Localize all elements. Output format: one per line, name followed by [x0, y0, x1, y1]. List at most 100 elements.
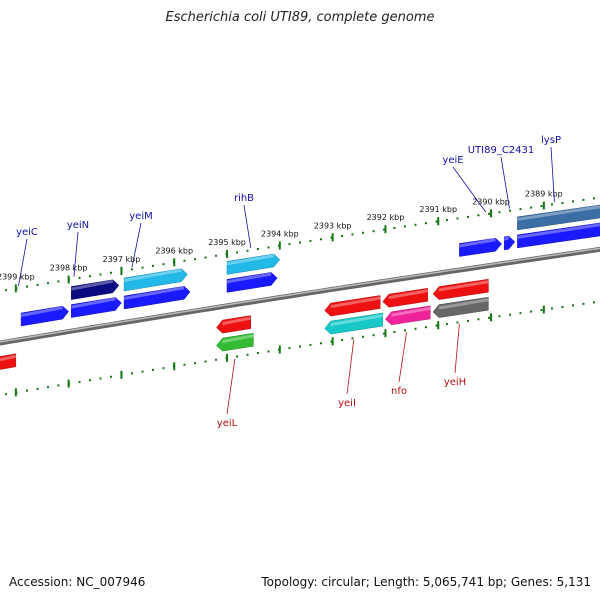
tick-dot-top	[131, 268, 133, 271]
gene-labels: yeiC yeiN yeiM rihB yeiE UTI89_C2431 lysP yeiL y…	[16, 135, 561, 429]
gene-body	[123, 268, 188, 292]
tick-dot-top	[215, 254, 217, 257]
label-leader-line	[73, 231, 79, 277]
gene-label[interactable]: yeiI	[338, 398, 356, 409]
gene-highlight	[459, 238, 496, 248]
gene-highlight	[517, 205, 600, 221]
gene-body	[226, 272, 278, 293]
gene-label[interactable]: UTI89_C2431	[468, 145, 535, 156]
gene-label[interactable]: yeiE	[442, 155, 463, 166]
gene-arrow-g7[interactable]	[226, 253, 281, 275]
label-leader-line	[131, 222, 142, 268]
tick-dot-top	[582, 198, 585, 201]
label-leader-line	[452, 166, 487, 213]
tick-dot-bottom	[99, 377, 102, 380]
tick-dot-bottom	[540, 309, 543, 311]
tick-dot-bottom	[215, 358, 217, 361]
tick-dot-top	[299, 241, 301, 244]
gene-arrow-g18[interactable]	[385, 305, 431, 326]
gene-label[interactable]: rihB	[234, 193, 254, 204]
gene-arrow-g13[interactable]	[216, 315, 252, 334]
backbone-line	[0, 246, 600, 346]
tick-dot-bottom	[26, 389, 28, 392]
gene-arrow-g14[interactable]	[216, 332, 254, 352]
gene-arrow-g3[interactable]	[71, 279, 120, 300]
tick-dot-bottom	[141, 370, 144, 373]
label-leader-line	[18, 238, 28, 286]
tick-dot-top	[488, 212, 490, 215]
gene-arrow-g17[interactable]	[382, 288, 428, 308]
tick-dot-top	[236, 251, 238, 254]
gene-label[interactable]: yeiL	[217, 418, 238, 429]
gene-arrow-g5[interactable]	[123, 268, 188, 292]
gene-arrow-g8[interactable]	[459, 237, 502, 257]
gene-arrow-g6[interactable]	[226, 272, 278, 293]
tick-dot-bottom	[530, 310, 532, 313]
gene-arrow-g15[interactable]	[324, 295, 381, 317]
tick-label: 2399 kbp	[0, 272, 35, 281]
gene-arrow-g16[interactable]	[324, 312, 384, 335]
gene-track	[0, 203, 600, 371]
gene-arrow-g2[interactable]	[71, 297, 122, 318]
tick-dot-top	[540, 205, 543, 207]
label-leader-line	[346, 340, 355, 395]
gene-highlight	[71, 297, 116, 309]
gene-label[interactable]: yeiM	[129, 211, 152, 222]
tick-dot-top	[141, 266, 144, 269]
tick-dot-bottom	[257, 352, 259, 355]
tick-dot-top	[372, 230, 375, 233]
tick-dot-top	[194, 258, 196, 261]
gene-highlight	[330, 296, 381, 309]
tick-dot-top	[351, 233, 354, 236]
tick-dot-top	[414, 223, 417, 226]
tick-dot-top	[467, 215, 469, 218]
tick-dot-top	[246, 249, 249, 252]
tick-dot-top	[320, 238, 322, 241]
gene-arrow-g1[interactable]	[20, 305, 69, 327]
gene-highlight	[21, 306, 63, 317]
tick-dot-bottom	[131, 372, 133, 375]
tick-label: 2396 kbp	[155, 246, 193, 255]
tick-label: 2393 kbp	[314, 221, 352, 230]
tick-dot-bottom	[362, 335, 364, 338]
gene-highlight	[504, 236, 509, 241]
tick-dot-bottom	[299, 345, 301, 348]
tick-dot-bottom	[498, 315, 501, 318]
tick-dot-top	[26, 285, 28, 288]
gene-highlight	[0, 354, 16, 362]
gene-arrow-g4[interactable]	[123, 286, 191, 310]
tick-dot-bottom	[425, 326, 427, 329]
tick-dot-bottom	[414, 327, 417, 330]
gene-arrow-g12[interactable]	[0, 353, 17, 371]
tick-dot-top	[446, 219, 448, 222]
gene-highlight	[227, 254, 274, 266]
tick-dot-top	[593, 197, 595, 200]
gene-arrow-g20[interactable]	[432, 296, 489, 318]
gene-arrow-g11[interactable]	[517, 203, 600, 231]
gene-label[interactable]: yeiN	[67, 220, 89, 231]
tick-label: 2397 kbp	[103, 255, 141, 264]
tick-dot-top	[288, 243, 291, 246]
gene-arrow-g10[interactable]	[517, 221, 600, 249]
tick-dot-top	[99, 273, 102, 276]
gene-arrow-g19[interactable]	[432, 278, 489, 300]
tick-dot-top	[36, 283, 39, 286]
gene-label[interactable]: nfo	[391, 386, 407, 397]
tick-label: 2391 kbp	[419, 205, 457, 214]
tick-dot-bottom	[152, 368, 154, 371]
label-leader-line	[500, 156, 510, 209]
tick-dot-bottom	[509, 313, 511, 316]
tick-dot-top	[435, 220, 438, 223]
tick-label: 2394 kbp	[261, 230, 299, 239]
tick-dot-top	[404, 225, 406, 228]
tick-dot-bottom	[183, 363, 186, 366]
tick-label: 2390 kbp	[472, 197, 510, 206]
tick-dot-bottom	[162, 367, 165, 370]
gene-label[interactable]: yeiH	[444, 377, 466, 388]
tick-dot-bottom	[477, 318, 480, 321]
gene-label[interactable]: lysP	[541, 135, 561, 146]
gene-label[interactable]: yeiC	[16, 227, 38, 238]
gene-arrow-g9[interactable]	[503, 235, 516, 251]
tick-dot-bottom	[467, 319, 469, 322]
